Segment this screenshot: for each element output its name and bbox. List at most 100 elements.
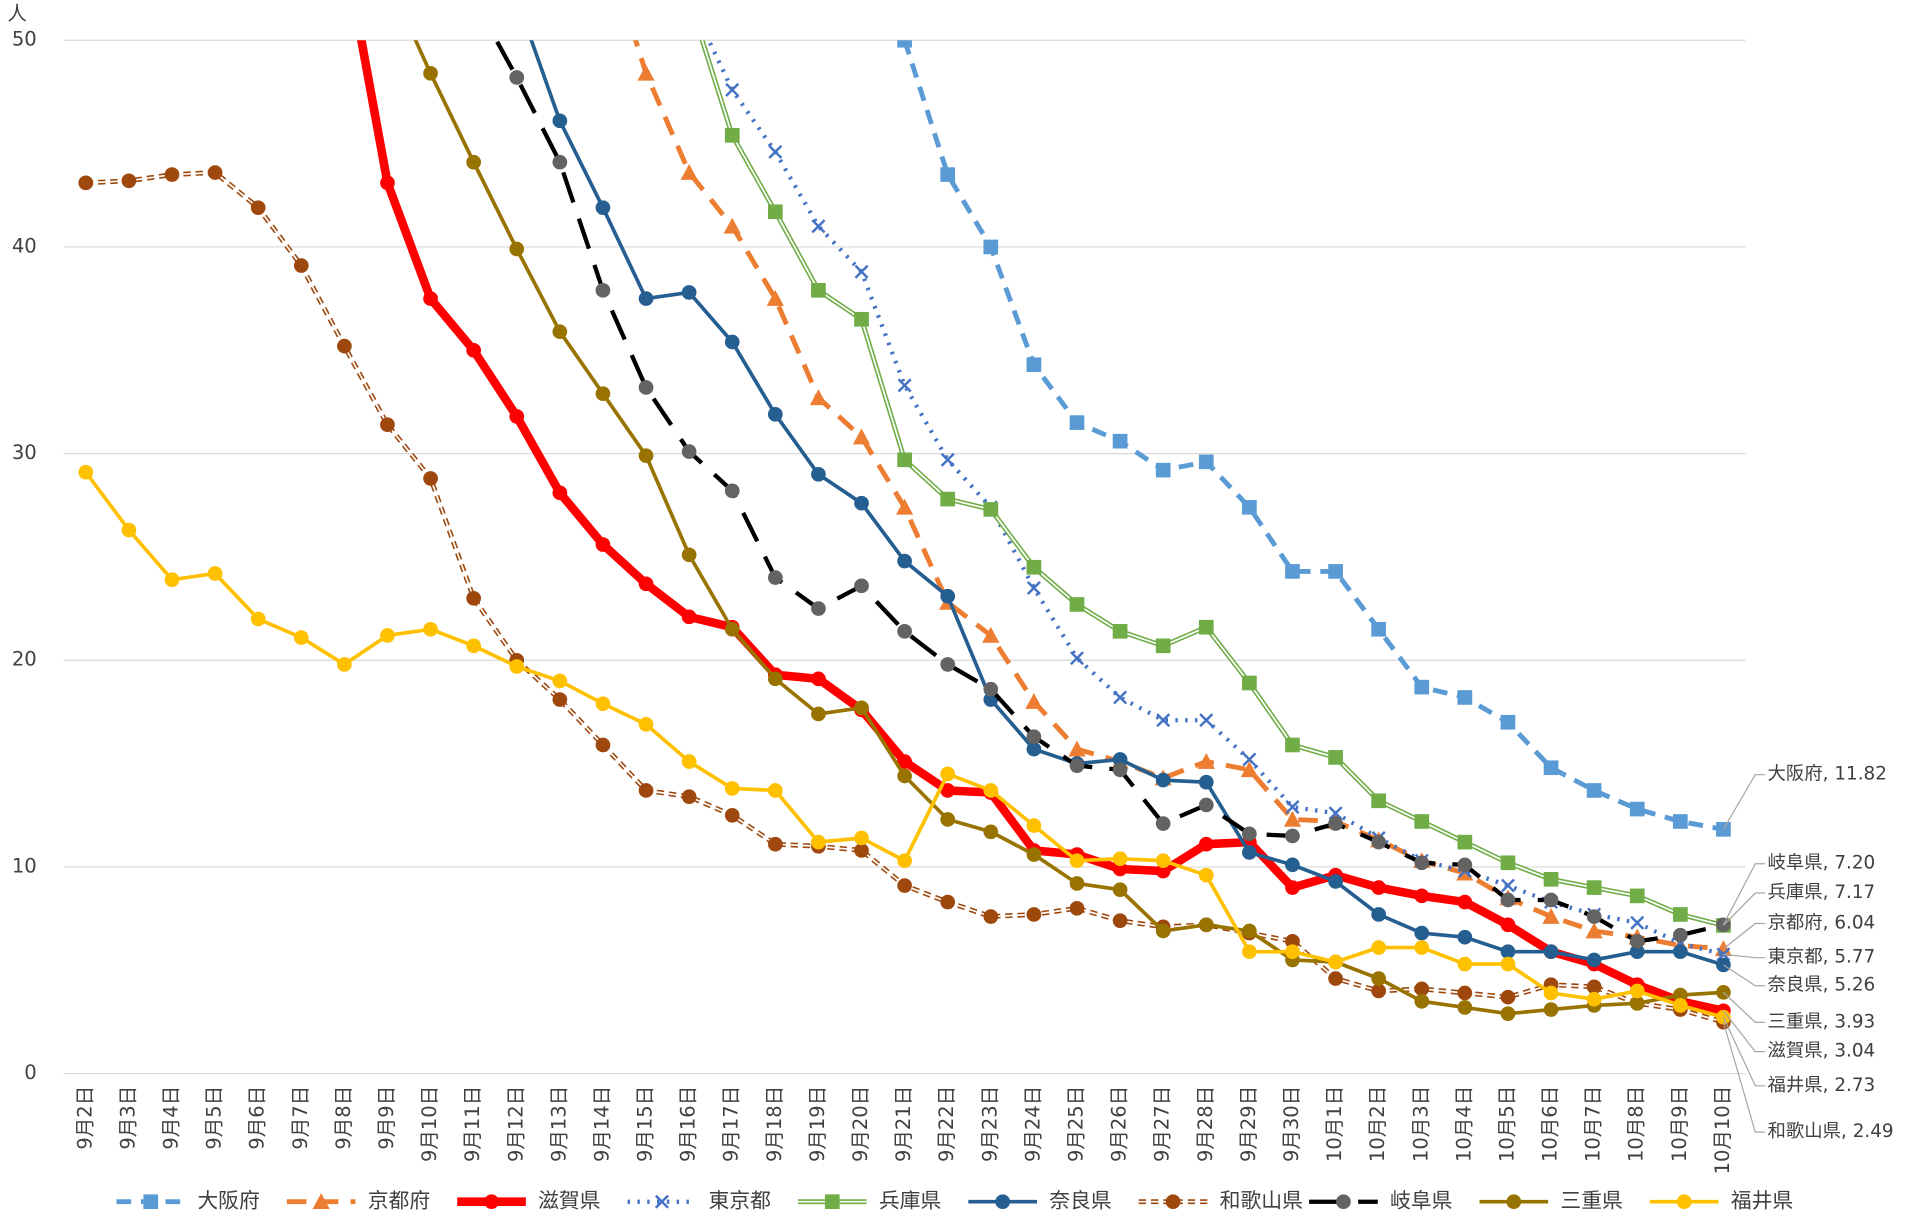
- marker: [940, 167, 956, 182]
- marker: [811, 706, 826, 722]
- y-tick-label: 40: [12, 234, 37, 257]
- marker: [337, 657, 352, 672]
- marker: [1155, 853, 1171, 869]
- marker: [1283, 810, 1302, 827]
- data-label: 大阪府, 11.82: [1768, 764, 1887, 785]
- marker: [250, 611, 266, 627]
- marker: [767, 783, 783, 798]
- marker: [1371, 834, 1387, 850]
- marker: [681, 754, 697, 769]
- marker: [164, 572, 180, 587]
- marker: [121, 522, 137, 538]
- marker: [724, 483, 740, 499]
- legend-marker: [1676, 1194, 1692, 1210]
- series-line: [85, 170, 1725, 1025]
- marker: [1026, 741, 1042, 757]
- marker: [940, 491, 956, 507]
- marker: [552, 673, 568, 689]
- marker: [940, 766, 956, 782]
- marker: [1457, 834, 1473, 850]
- x-tick-label: 10月8日: [1625, 1086, 1648, 1162]
- x-tick-label: 9月29日: [1237, 1086, 1260, 1162]
- marker: [983, 239, 999, 255]
- marker: [1629, 888, 1645, 904]
- marker: [1328, 750, 1343, 765]
- marker: [1285, 934, 1300, 949]
- marker: [1285, 564, 1300, 579]
- marker: [811, 834, 826, 850]
- marker: [423, 66, 438, 81]
- marker: [1285, 828, 1300, 844]
- marker: [1285, 944, 1300, 959]
- data-label: 滋賀県, 3.04: [1768, 1041, 1876, 1062]
- marker: [766, 290, 784, 306]
- marker: [854, 578, 869, 594]
- y-axis-label: 人: [7, 2, 27, 25]
- leader-line: [1722, 1016, 1766, 1087]
- marker: [1543, 892, 1559, 908]
- marker: [1716, 947, 1731, 962]
- marker: [1069, 597, 1085, 612]
- marker: [1285, 737, 1300, 753]
- marker: [1672, 987, 1688, 1003]
- marker: [1414, 981, 1430, 997]
- marker: [552, 485, 568, 501]
- marker: [1543, 985, 1559, 1001]
- marker: [380, 417, 395, 432]
- marker: [852, 428, 871, 445]
- x-tick-label: 9月12日: [504, 1086, 527, 1162]
- marker: [1500, 989, 1516, 1005]
- legend-marker: [1506, 1194, 1522, 1210]
- x-tick-label: 9月22日: [935, 1086, 958, 1162]
- marker: [1500, 1006, 1516, 1021]
- marker: [509, 409, 525, 424]
- leader-line: [1722, 1021, 1766, 1133]
- marker: [1198, 797, 1214, 813]
- marker: [595, 737, 611, 753]
- marker: [1328, 806, 1343, 821]
- marker: [1629, 996, 1645, 1011]
- marker: [854, 495, 869, 511]
- marker: [293, 258, 309, 273]
- marker: [1198, 867, 1214, 883]
- legend: 大阪府 京都府 滋賀県 東京都 兵庫県 奈良県 和歌山県 岐阜県 三重県 福井県: [116, 1189, 1793, 1213]
- y-tick-label: 20: [12, 648, 37, 671]
- marker: [1242, 675, 1257, 691]
- marker: [1457, 1000, 1473, 1015]
- marker: [1586, 880, 1602, 895]
- marker: [983, 824, 999, 840]
- marker: [680, 163, 698, 180]
- marker: [940, 452, 955, 467]
- marker: [1371, 907, 1387, 922]
- marker: [897, 768, 912, 784]
- marker: [767, 407, 783, 422]
- marker: [1198, 836, 1214, 852]
- marker: [1543, 872, 1559, 887]
- leader-line: [1723, 922, 1766, 950]
- x-tick-label: 9月2日: [73, 1086, 96, 1150]
- marker: [724, 781, 740, 796]
- marker: [638, 783, 654, 798]
- marker: [681, 609, 697, 625]
- marker: [552, 324, 568, 339]
- series-line: [413, 40, 1724, 1016]
- end-labels: 大阪府, 11.82 京都府, 6.04 滋賀県, 3.04 東京都, 5.77 兵庫県…: [1722, 764, 1894, 1142]
- marker: [1112, 433, 1128, 449]
- marker: [1500, 878, 1515, 893]
- marker: [121, 173, 137, 189]
- marker: [1155, 638, 1171, 654]
- marker: [1242, 944, 1257, 959]
- leader-line: [1722, 774, 1766, 830]
- marker: [1285, 880, 1300, 895]
- marker: [983, 783, 999, 798]
- y-tick-label: 50: [12, 28, 37, 51]
- x-tick-label: 9月3日: [116, 1086, 139, 1150]
- marker: [811, 601, 826, 616]
- marker: [1112, 851, 1128, 866]
- marker: [1069, 876, 1085, 891]
- marker: [638, 448, 654, 463]
- marker: [1155, 863, 1171, 879]
- marker: [78, 175, 94, 191]
- data-label: 三重県, 3.93: [1768, 1011, 1876, 1032]
- marker: [1586, 783, 1602, 798]
